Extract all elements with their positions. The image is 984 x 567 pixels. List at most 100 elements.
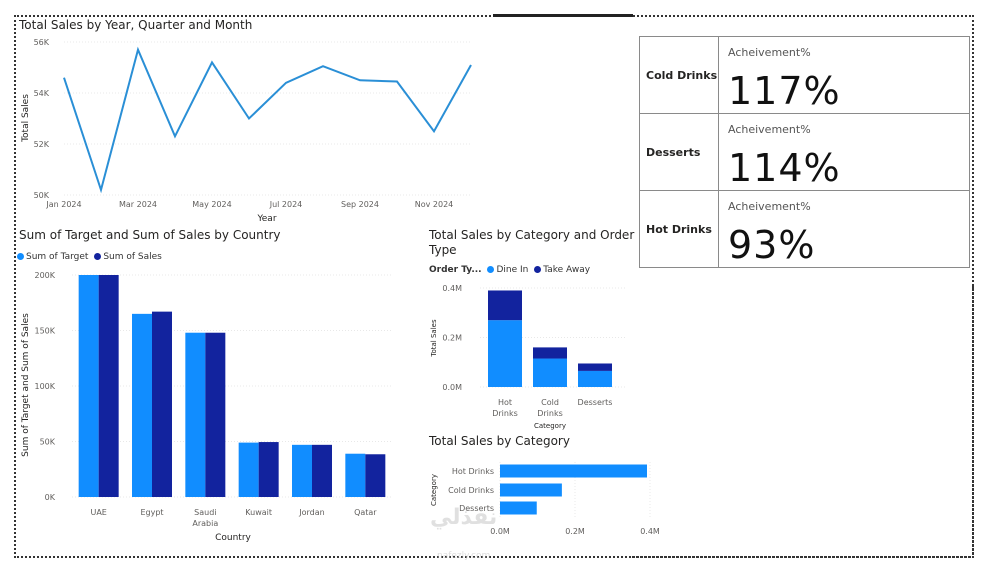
stacked-bar-take-away[interactable] — [578, 363, 612, 371]
line-chart[interactable]: 50K 52K 54K 56K Jan 2024 Mar 2024 May 2024 Jul … — [0, 0, 480, 224]
stacked-chart-legend: Order Ty... Dine In Take Away — [429, 265, 590, 275]
line-y-tick-label: 54K — [34, 89, 50, 98]
stacked-category-chart[interactable]: 0.0M 0.2M 0.4M Hot Drinks Cold Drinks Desserts C… — [0, 0, 640, 430]
kpi-value: 93% — [728, 223, 816, 267]
line-x-tick-label: Jan 2024 — [45, 200, 81, 209]
country-bar-sales[interactable] — [258, 442, 279, 497]
kpi-category: Hot Drinks — [640, 191, 719, 268]
kpi-label: Acheivement% — [728, 46, 811, 59]
stacked-x-tick-label: Drinks — [537, 409, 563, 418]
line-x-tick-label: Sep 2024 — [341, 200, 379, 209]
country-chart-legend: Sum of Target Sum of Sales — [17, 252, 162, 262]
country-bar-sales[interactable] — [152, 311, 172, 497]
line-x-tick-label: Jul 2024 — [269, 200, 303, 209]
country-bar-sales[interactable] — [312, 444, 332, 497]
country-x-axis-title: Country — [215, 533, 251, 543]
stacked-bar-dine-in[interactable] — [578, 370, 612, 387]
country-bar-sales[interactable] — [205, 332, 226, 497]
watermark-logo: نفذلي — [430, 505, 498, 530]
stacked-x-tick-label: Desserts — [578, 398, 613, 407]
kpi-value: 114% — [728, 146, 841, 190]
stacked-y-tick-label: 0.2M — [442, 334, 462, 343]
legend-label-take-away: Take Away — [543, 265, 591, 275]
stacked-x-tick-label: Hot — [498, 398, 512, 407]
line-x-tick-label: Mar 2024 — [119, 200, 157, 209]
legend-marker-sales — [94, 253, 102, 260]
kpi-row[interactable]: Hot Drinks Acheivement% 93% — [640, 191, 969, 268]
achievement-table[interactable]: Cold Drinks Acheivement% 117% Desserts Achei… — [639, 36, 970, 268]
watermark-url: nafezly.com — [437, 551, 491, 561]
line-x-tick-label: Nov 2024 — [415, 200, 454, 209]
stacked-y-tick-label: 0.0M — [442, 383, 462, 392]
horizontal-category-chart[interactable]: 0.0M 0.2M 0.4M Hot Drinks Cold Drinks Dessert… — [0, 0, 670, 545]
kpi-label: Acheivement% — [728, 200, 811, 213]
legend-label-dine-in: Dine In — [496, 265, 529, 275]
country-y-tick-label: 50K — [40, 438, 56, 447]
line-y-tick-label: 50K — [34, 191, 50, 200]
legend-title: Order Ty... — [429, 265, 482, 275]
country-x-tick-label: Jordan — [298, 508, 324, 517]
legend-marker-target — [17, 253, 24, 260]
hbar-y-tick-label: Desserts — [459, 504, 494, 513]
country-x-tick-label: Kuwait — [245, 508, 272, 517]
stacked-chart-title-line1: Total Sales by Category and Order — [429, 228, 635, 242]
country-x-tick-label: Egypt — [140, 508, 163, 517]
legend-label-sales: Sum of Sales — [103, 252, 162, 262]
hbar-bar[interactable] — [500, 464, 647, 478]
line-y-tick-label: 56K — [34, 38, 50, 47]
country-y-tick-label: 0K — [45, 493, 56, 502]
hbar-chart-title: Total Sales by Category — [429, 434, 570, 448]
legend-marker-dine-in — [487, 266, 495, 273]
line-y-tick-label: 52K — [34, 140, 50, 149]
line-chart-title: Total Sales by Year, Quarter and Month — [19, 18, 253, 32]
hbar-x-tick-label: 0.4M — [640, 527, 660, 536]
line-x-axis-title: Year — [256, 214, 276, 224]
country-y-tick-label: 150K — [34, 327, 55, 336]
canvas-top-bar — [493, 14, 633, 17]
kpi-value: 117% — [728, 69, 841, 113]
kpi-row[interactable]: Desserts Acheivement% 114% — [640, 114, 969, 191]
kpi-row[interactable]: Cold Drinks Acheivement% 117% — [640, 37, 969, 114]
country-bar-target[interactable] — [78, 275, 99, 497]
country-x-tick-label: Saudi — [194, 508, 216, 517]
kpi-category: Desserts — [640, 114, 719, 190]
stacked-bar-dine-in[interactable] — [488, 320, 522, 387]
stacked-bar-take-away[interactable] — [488, 290, 522, 321]
country-x-tick-label: Arabia — [192, 519, 218, 528]
country-bar-target[interactable] — [238, 442, 259, 497]
line-y-axis-title: Total Sales — [21, 94, 31, 143]
stacked-x-axis-title: Category — [534, 422, 566, 430]
stacked-x-tick-label: Cold — [541, 398, 559, 407]
stacked-y-tick-label: 0.4M — [442, 284, 462, 293]
legend-label-target: Sum of Target — [26, 252, 89, 262]
stacked-y-axis-title: Total Sales — [430, 319, 438, 358]
stacked-x-tick-label: Drinks — [492, 409, 518, 418]
hbar-y-tick-label: Hot Drinks — [452, 467, 494, 476]
hbar-y-tick-label: Cold Drinks — [448, 486, 494, 495]
country-chart-title: Sum of Target and Sum of Sales by Countr… — [19, 228, 281, 242]
sales-line-series[interactable] — [63, 46, 472, 194]
stacked-chart-title-line2: Type — [429, 243, 457, 257]
country-bar-target[interactable] — [132, 313, 152, 497]
legend-marker-take-away — [534, 266, 542, 273]
line-x-tick-label: May 2024 — [192, 200, 231, 209]
country-x-tick-label: Qatar — [354, 508, 377, 517]
country-y-axis-title: Sum of Target and Sum of Sales — [21, 313, 31, 457]
country-bar-chart[interactable]: 0K 50K 100K 150K 200K UAE Egypt Saudi Arabia Kuwa… — [0, 0, 420, 543]
country-y-tick-label: 200K — [34, 271, 55, 280]
kpi-label: Acheivement% — [728, 123, 811, 136]
country-x-tick-label: UAE — [90, 508, 106, 517]
country-y-tick-label: 100K — [34, 382, 55, 391]
country-bar-sales[interactable] — [365, 454, 386, 497]
stacked-bar-take-away[interactable] — [533, 347, 567, 359]
country-bar-sales[interactable] — [98, 275, 119, 497]
hbar-y-axis-title: Category — [430, 474, 438, 506]
kpi-visual-frame — [632, 286, 974, 558]
hbar-bar[interactable] — [500, 501, 537, 515]
hbar-x-tick-label: 0.2M — [565, 527, 585, 536]
hbar-bar[interactable] — [500, 483, 562, 497]
country-bar-target[interactable] — [345, 453, 366, 497]
country-bar-target[interactable] — [185, 332, 206, 497]
country-bar-target[interactable] — [292, 444, 312, 497]
stacked-bar-dine-in[interactable] — [533, 358, 567, 387]
